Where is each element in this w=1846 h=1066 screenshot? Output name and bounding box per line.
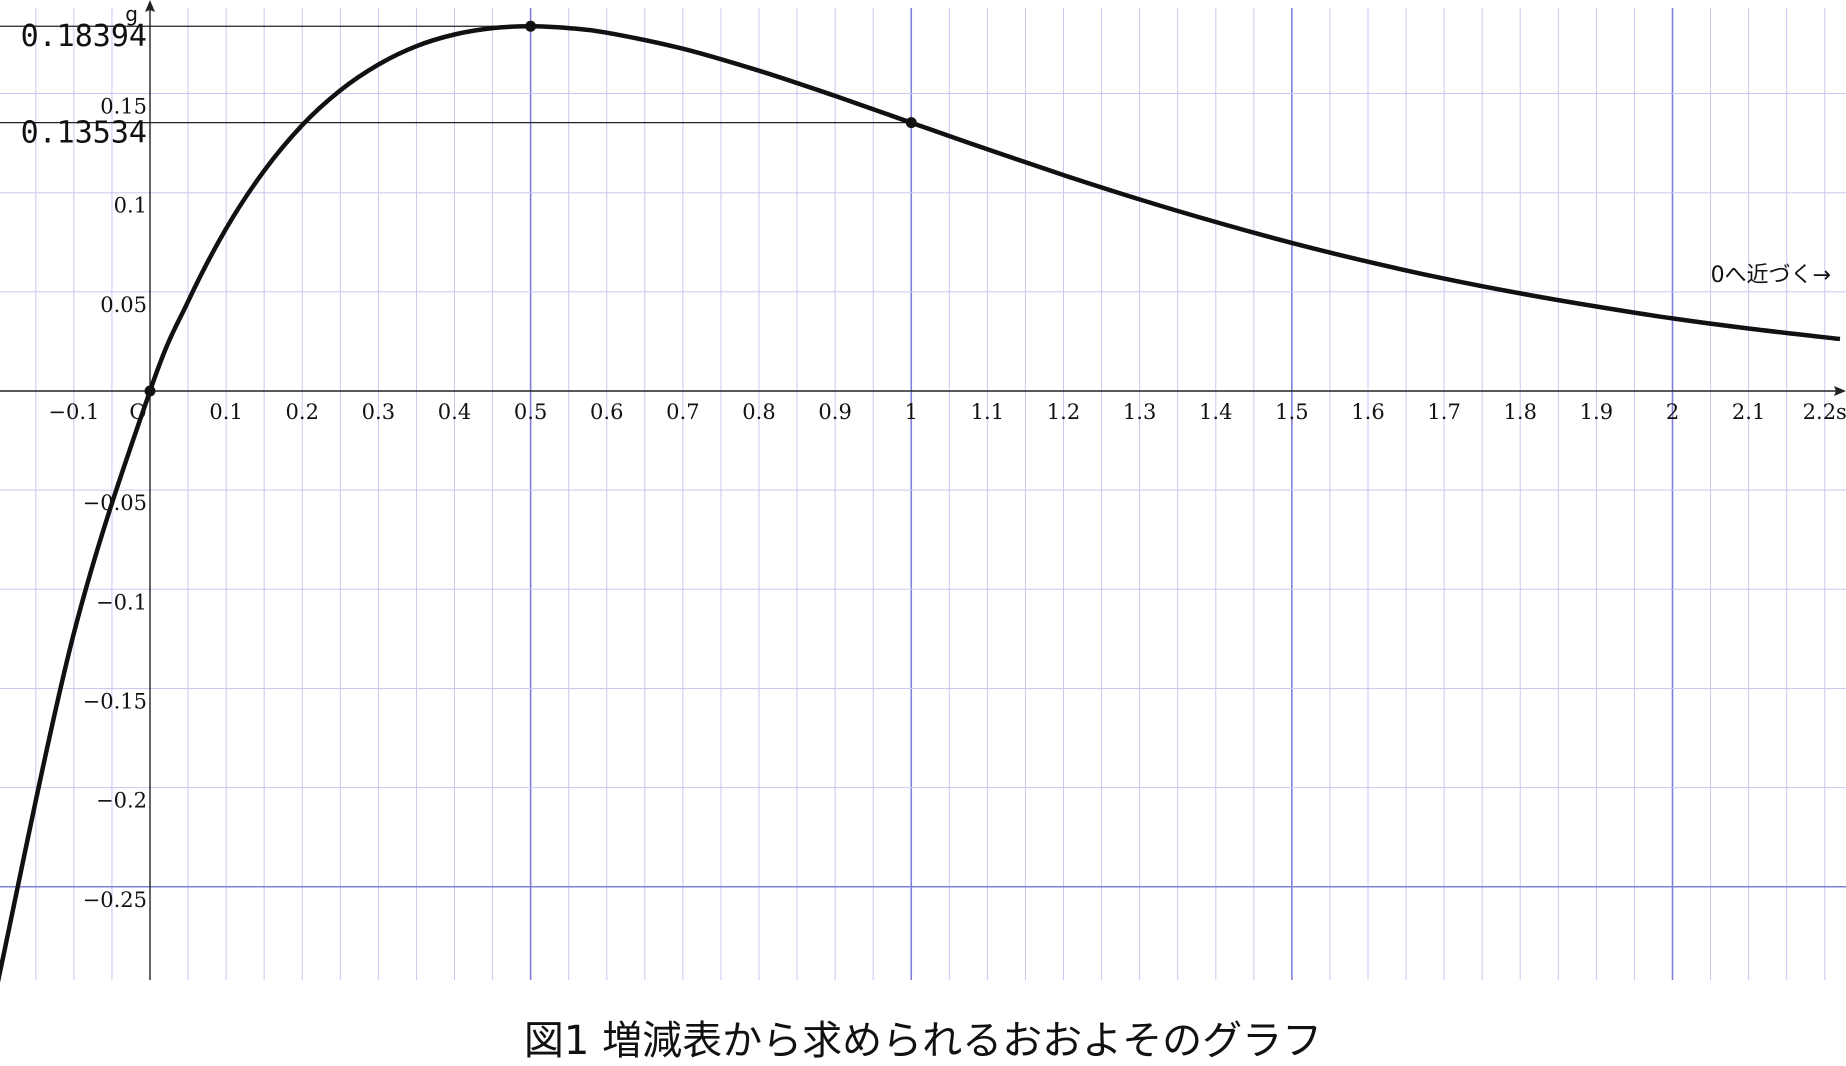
reference-value-label: 0.13534 [21,116,147,151]
x-tick-label: 1.1 [971,400,1004,424]
x-tick-label: 0.5 [514,400,547,424]
y-tick-label: −0.25 [83,888,147,912]
y-tick-label: −0.1 [96,590,147,614]
curve [0,24,1841,983]
x-tick-label: 1.4 [1199,400,1232,424]
y-tick-label: −0.2 [96,789,147,813]
y-axis-arrow [145,0,155,12]
x-tick-label: 0.9 [818,400,851,424]
x-tick-label: 2.1 [1732,400,1765,424]
marked-point [905,117,917,129]
x-tick-label: 0.6 [590,400,623,424]
axes: g [0,0,1846,980]
y-tick-label: 0.15 [100,95,147,119]
y-tick-label: −0.15 [83,689,147,713]
x-tick-label: 1.5 [1275,400,1308,424]
x-tick-label: 0.1 [209,400,242,424]
y-axis-label: g [125,2,138,26]
x-tick-label: 0.2 [286,400,319,424]
x-tick-label: 0.3 [362,400,395,424]
marked-point [525,20,537,32]
x-tick-label: −0.1 [48,400,99,424]
x-tick-label: 1.3 [1123,400,1156,424]
x-tick-label: 1.2 [1047,400,1080,424]
x-tick-label: 1.7 [1427,400,1460,424]
tick-labels: −0.1 O 0.1 0.2 0.3 0.4 0.5 0.6 0.7 0.8 0.9 1 1.1 1.2 1… [48,95,1846,912]
x-tick-label: 1 [905,400,918,424]
x-tick-label: 0.4 [438,400,471,424]
figure-caption: 図1 増減表から求められるおおよそのグラフ [523,1018,1323,1064]
annotation-label: 0へ近づく→ [1711,263,1831,288]
y-tick-label: 0.05 [100,293,147,317]
x-tick-label: 2.2s [1803,400,1846,424]
x-tick-label: O [129,400,146,424]
marked-points [144,20,917,397]
x-tick-label: 0.7 [666,400,699,424]
x-tick-label: 2 [1666,400,1679,424]
x-tick-label: 1.8 [1504,400,1537,424]
y-tick-label: −0.05 [83,491,147,515]
marked-point [144,385,156,397]
y-tick-label: 0.1 [114,194,147,218]
function-curve [0,24,1841,983]
reference-lines: 0.18394 0.13534 [0,19,912,151]
reference-value-label: 0.18394 [21,19,147,54]
x-tick-label: 1.9 [1580,400,1613,424]
x-axis-arrow [1834,386,1846,396]
x-tick-label: 1.6 [1351,400,1384,424]
x-tick-label: 0.8 [742,400,775,424]
